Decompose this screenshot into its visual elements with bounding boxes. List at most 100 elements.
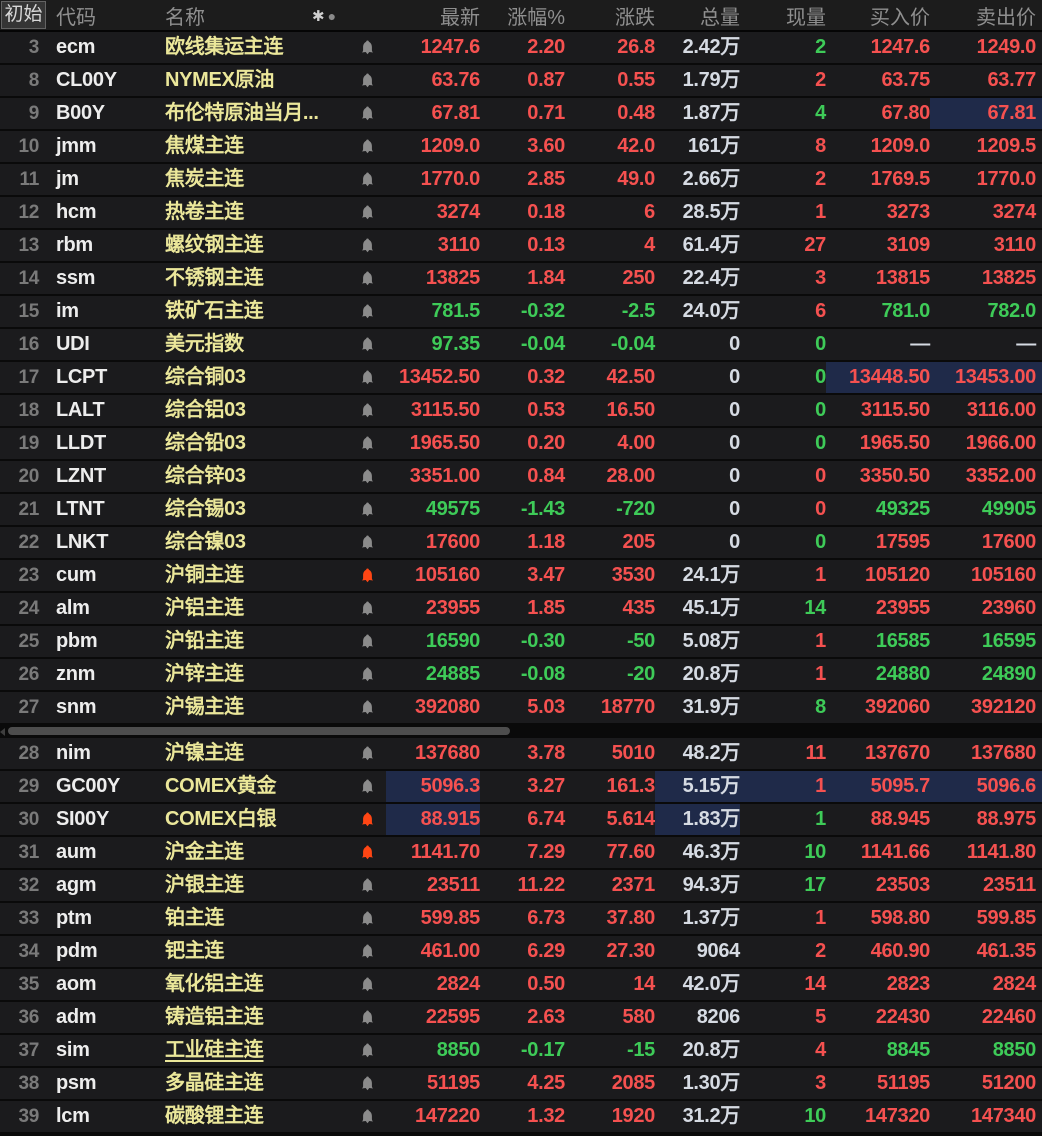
bid-price: 147320 [865, 1105, 930, 1127]
alert-bell-button[interactable] [348, 65, 386, 96]
change-value: 37.80 [606, 907, 655, 929]
col-header-name[interactable]: 名称 [165, 6, 205, 29]
instrument-name: 焦炭主连 [165, 168, 244, 190]
quote-row[interactable]: 35 aom 氧化铝主连 2824 0.50 14 42.0万 14 2823 … [0, 969, 1042, 1000]
change-percent: 6.73 [527, 907, 565, 929]
alert-bell-button[interactable] [348, 560, 386, 591]
bid-price: 460.90 [870, 940, 931, 962]
instrument-name: 沪锡主连 [165, 696, 244, 718]
quote-row[interactable]: 12 hcm 热卷主连 3274 0.18 6 28.5万 1 3273 327… [0, 197, 1042, 228]
alert-bell-button[interactable] [348, 936, 386, 967]
alert-bell-button[interactable] [348, 197, 386, 228]
quote-row[interactable]: 9 B00Y 布伦特原油当月... 67.81 0.71 0.48 1.87万 … [0, 98, 1042, 129]
quote-row[interactable]: 8 CL00Y NYMEX原油 63.76 0.87 0.55 1.79万 2 … [0, 65, 1042, 96]
change-value: -720 [616, 498, 655, 520]
quote-row[interactable]: 26 znm 沪锌主连 24885 -0.08 -20 20.8万 1 2488… [0, 659, 1042, 690]
quote-row[interactable]: 16 UDI 美元指数 97.35 -0.04 -0.04 0 0 — — [0, 329, 1042, 360]
col-header-code[interactable]: 代码 [56, 6, 96, 29]
quote-row[interactable]: 24 alm 沪铝主连 23955 1.85 435 45.1万 14 2395… [0, 593, 1042, 624]
col-header-total-volume[interactable]: 总量 [655, 1, 740, 30]
alert-bell-button[interactable] [348, 131, 386, 162]
quote-row[interactable]: 21 LTNT 综合锡03 49575 -1.43 -720 0 0 49325… [0, 494, 1042, 525]
alert-bell-button[interactable] [348, 230, 386, 261]
alert-bell-button[interactable] [348, 98, 386, 129]
alert-bell-button[interactable] [348, 1002, 386, 1033]
ask-price: 392120 [971, 696, 1036, 718]
alert-bell-button[interactable] [348, 969, 386, 1000]
alert-bell-button[interactable] [348, 837, 386, 868]
quote-row[interactable]: 30 SI00Y COMEX白银 88.915 6.74 5.614 1.83万… [0, 804, 1042, 835]
col-header-change-pct[interactable]: 涨幅% [480, 1, 565, 30]
alert-bell-button[interactable] [348, 692, 386, 723]
bid-price: 5095.7 [826, 771, 930, 802]
alert-bell-button[interactable] [348, 527, 386, 558]
quote-row[interactable]: 3 ecm 欧线集运主连 1247.6 2.20 26.8 2.42万 2 12… [0, 32, 1042, 63]
quote-row[interactable]: 33 ptm 铂主连 599.85 6.73 37.80 1.37万 1 598… [0, 903, 1042, 934]
alert-bell-button[interactable] [348, 903, 386, 934]
alert-bell-button[interactable] [348, 1068, 386, 1099]
bell-icon [361, 878, 373, 892]
alert-bell-button[interactable] [348, 164, 386, 195]
horizontal-scrollbar-thumb[interactable] [8, 727, 510, 735]
col-header-last[interactable]: 最新 [440, 6, 480, 29]
quote-row[interactable]: 36 adm 铸造铝主连 22595 2.63 580 8206 5 22430… [0, 1002, 1042, 1033]
alert-bell-button[interactable] [348, 263, 386, 294]
alert-bell-button[interactable] [348, 461, 386, 492]
instrument-code: GC00Y [56, 775, 121, 797]
quote-row[interactable]: 17 LCPT 综合铜03 13452.50 0.32 42.50 0 0 13… [0, 362, 1042, 393]
current-volume: 0 [815, 531, 826, 553]
quote-row[interactable]: 38 psm 多晶硅主连 51195 4.25 2085 1.30万 3 511… [0, 1068, 1042, 1099]
quote-row[interactable]: 25 pbm 沪铅主连 16590 -0.30 -50 5.08万 1 1658… [0, 626, 1042, 657]
change-percent: -0.04 [520, 333, 565, 355]
current-volume: 3 [815, 267, 826, 289]
col-header-ask-price[interactable]: 卖出价 [930, 1, 1042, 30]
initial-sort-button[interactable]: 初始 [1, 1, 46, 29]
quote-row[interactable]: 39 lcm 碳酸锂主连 147220 1.32 1920 31.2万 10 1… [0, 1101, 1042, 1132]
quote-row[interactable]: 11 jm 焦炭主连 1770.0 2.85 49.0 2.66万 2 1769… [0, 164, 1042, 195]
alert-bell-button[interactable] [348, 771, 386, 802]
alert-bell-button[interactable] [348, 1035, 386, 1066]
header-display-options[interactable]: ✱ ● [312, 0, 336, 32]
quote-row[interactable]: 19 LLDT 综合铅03 1965.50 0.20 4.00 0 0 1965… [0, 428, 1042, 459]
quote-row[interactable]: 27 snm 沪锡主连 392080 5.03 18770 31.9万 8 39… [0, 692, 1042, 723]
bell-icon [361, 779, 373, 793]
quote-row[interactable]: 29 GC00Y COMEX黄金 5096.3 3.27 161.3 5.15万… [0, 771, 1042, 802]
alert-bell-button[interactable] [348, 659, 386, 690]
quote-row[interactable]: 10 jmm 焦煤主连 1209.0 3.60 42.0 161万 8 1209… [0, 131, 1042, 162]
col-header-bid-price[interactable]: 买入价 [826, 1, 930, 30]
change-value: 2085 [611, 1072, 656, 1094]
alert-bell-button[interactable] [348, 804, 386, 835]
quote-row[interactable]: 22 LNKT 综合镍03 17600 1.18 205 0 0 17595 1… [0, 527, 1042, 558]
alert-bell-button[interactable] [348, 329, 386, 360]
scroll-left-arrow-icon[interactable] [0, 728, 5, 736]
alert-bell-button[interactable] [348, 32, 386, 63]
row-number: 25 [18, 631, 39, 652]
quote-row[interactable]: 13 rbm 螺纹钢主连 3110 0.13 4 61.4万 27 3109 3… [0, 230, 1042, 261]
alert-bell-button[interactable] [348, 1101, 386, 1132]
quote-row[interactable]: 34 pdm 钯主连 461.00 6.29 27.30 9064 2 460.… [0, 936, 1042, 967]
quote-row[interactable]: 31 aum 沪金主连 1141.70 7.29 77.60 46.3万 10 … [0, 837, 1042, 868]
last-price: 3110 [437, 234, 481, 256]
total-volume: 20.8万 [682, 1039, 741, 1061]
alert-bell-button[interactable] [348, 395, 386, 426]
alert-bell-button[interactable] [348, 494, 386, 525]
alert-bell-button[interactable] [348, 870, 386, 901]
alert-bell-button[interactable] [348, 593, 386, 624]
quote-row[interactable]: 15 im 铁矿石主连 781.5 -0.32 -2.5 24.0万 6 781… [0, 296, 1042, 327]
col-header-current-volume[interactable]: 现量 [740, 1, 826, 30]
quote-row[interactable]: 14 ssm 不锈钢主连 13825 1.84 250 22.4万 3 1381… [0, 263, 1042, 294]
change-value: -2.5 [621, 300, 656, 322]
alert-bell-button[interactable] [348, 626, 386, 657]
col-header-change[interactable]: 涨跌 [565, 1, 655, 30]
alert-bell-button[interactable] [348, 296, 386, 327]
quote-row[interactable]: 23 cum 沪铜主连 105160 3.47 3530 24.1万 1 105… [0, 560, 1042, 591]
alert-bell-button[interactable] [348, 738, 386, 769]
quote-row[interactable]: 20 LZNT 综合锌03 3351.00 0.84 28.00 0 0 335… [0, 461, 1042, 492]
alert-bell-button[interactable] [348, 428, 386, 459]
quote-row[interactable]: 28 nim 沪镍主连 137680 3.78 5010 48.2万 11 13… [0, 738, 1042, 769]
alert-bell-button[interactable] [348, 362, 386, 393]
quote-row[interactable]: 18 LALT 综合铝03 3115.50 0.53 16.50 0 0 311… [0, 395, 1042, 426]
quote-row[interactable]: 32 agm 沪银主连 23511 11.22 2371 94.3万 17 23… [0, 870, 1042, 901]
change-percent: 0.18 [527, 201, 565, 223]
quote-row[interactable]: 37 sim 工业硅主连 8850 -0.17 -15 20.8万 4 8845… [0, 1035, 1042, 1066]
